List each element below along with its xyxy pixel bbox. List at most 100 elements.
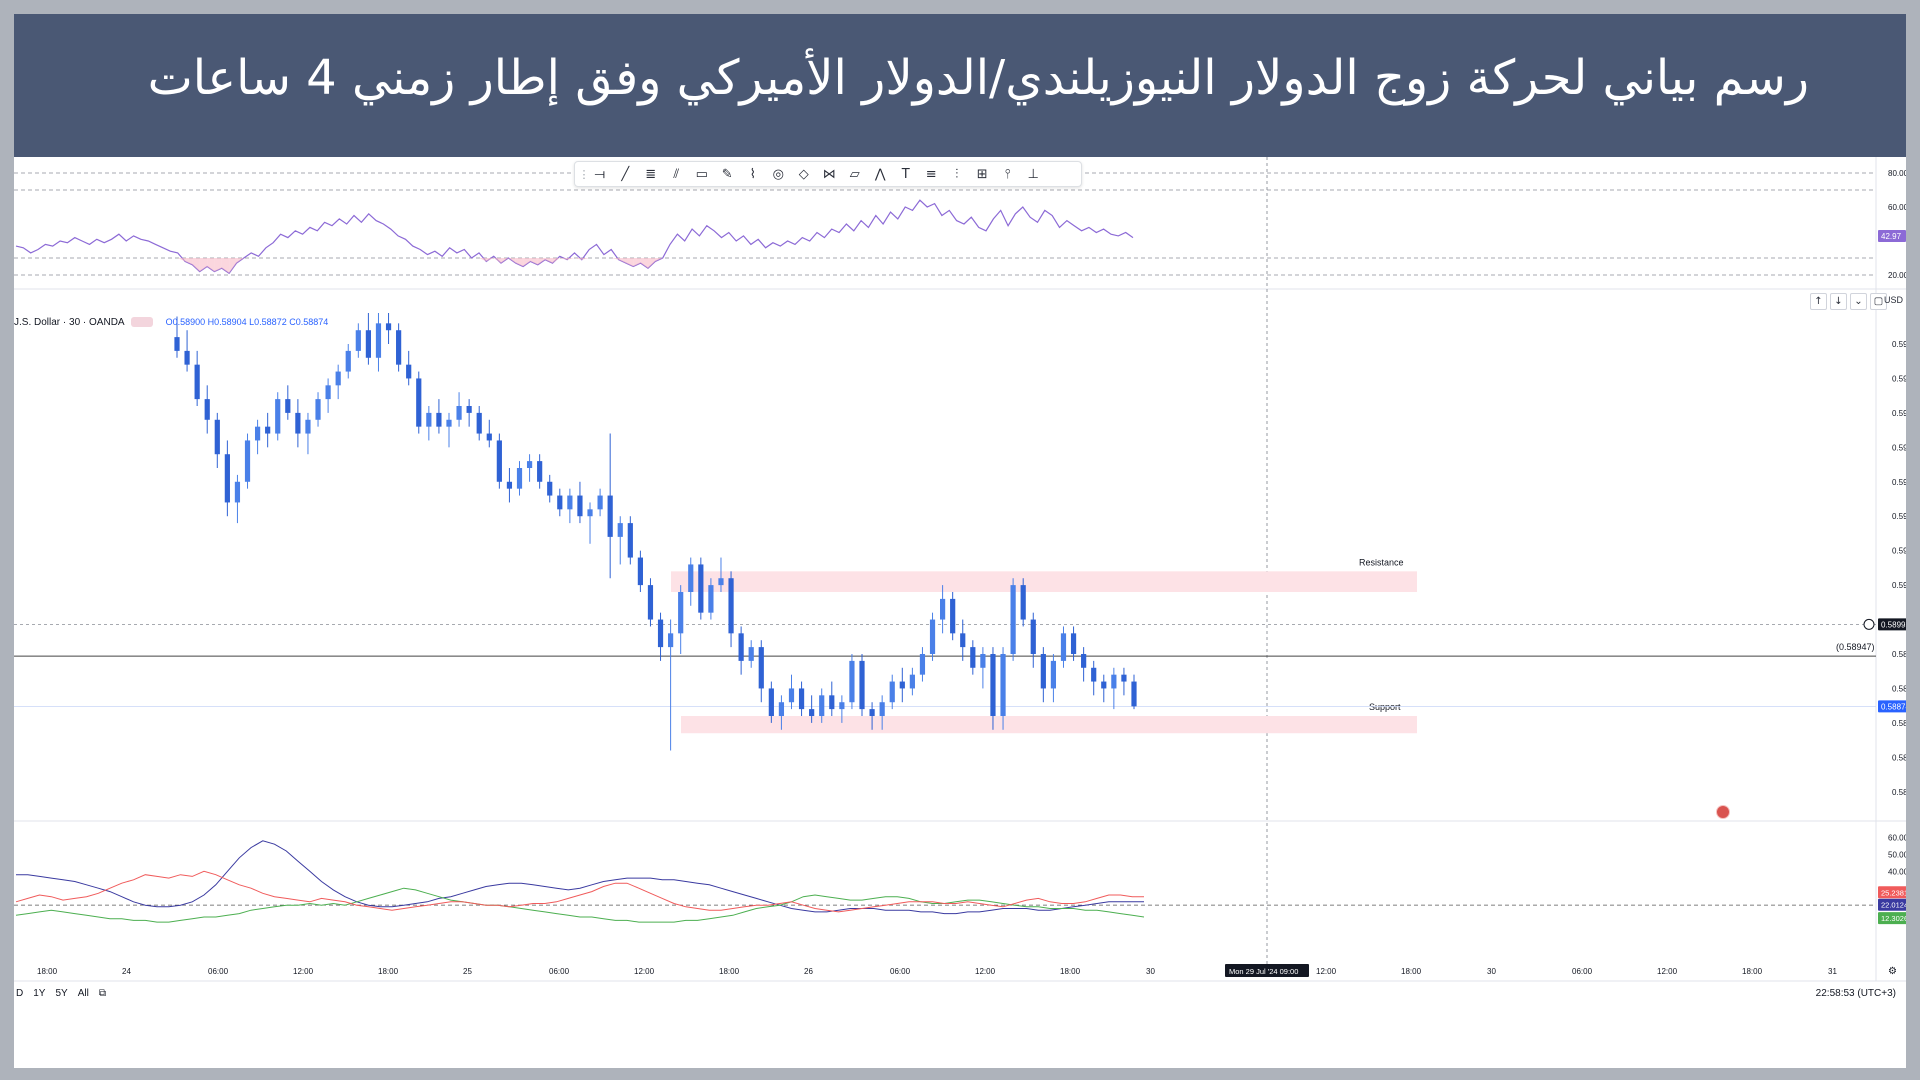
price-range-icon[interactable]: ⊞ — [976, 166, 988, 182]
support-zone[interactable] — [681, 716, 1417, 734]
range-all[interactable]: All — [77, 988, 89, 999]
time-tick-label: 31 — [1828, 967, 1837, 976]
candle-body — [748, 647, 754, 661]
rsi-oversold-fill — [515, 258, 524, 267]
drawing-toolbar[interactable]: ⋮ ⟞ ╱ ≣ ⫽ ▭ ✎ ⌇ ◎ ◇ ⋈ ▱ ⋀ T ≡ ⫶ ⊞ ⫯ ⊥ — [574, 161, 1082, 187]
rsi-oversold-fill — [633, 258, 641, 267]
text-tool-icon[interactable]: T — [901, 166, 910, 182]
xabcd-pattern-icon[interactable]: ⋈ — [822, 166, 836, 182]
range-d[interactable]: D — [16, 988, 24, 999]
parallel-channel-icon[interactable]: ≣ — [645, 166, 657, 182]
legend-badge-icon[interactable] — [130, 317, 153, 328]
candle-body — [486, 433, 492, 441]
candle-body — [406, 364, 412, 379]
candle-body — [355, 330, 361, 351]
candle-body — [1000, 654, 1006, 716]
range-1y[interactable]: 1Y — [33, 988, 46, 999]
position-icon[interactable]: ⫯ — [1004, 166, 1011, 182]
trend-line-icon[interactable]: ╱ — [621, 166, 630, 182]
rsi-oversold-fill — [185, 258, 193, 265]
candle-body — [829, 695, 835, 710]
rsi-oversold-fill — [493, 258, 502, 264]
time-tick-label: 12:00 — [975, 967, 996, 976]
candle-body — [637, 557, 643, 586]
brush-icon[interactable]: ✎ — [721, 166, 733, 182]
horizontal-line-icon[interactable]: ⟞ — [594, 166, 606, 182]
fib-retracement-icon[interactable]: ≡ — [925, 166, 937, 182]
candle-body — [1030, 619, 1036, 654]
candle-body — [738, 633, 744, 661]
rsi-tick-label: 80.00 — [1888, 169, 1906, 178]
time-tick-label: 18:00 — [1742, 967, 1763, 976]
add-alert-icon[interactable] — [1863, 618, 1875, 630]
rsi-oversold-fill — [199, 258, 208, 272]
pane-controls[interactable]: ↑ ↓ ⌄ ▢ — [1810, 293, 1887, 310]
gann-fan-icon[interactable]: ⫶ — [955, 166, 959, 182]
candle-body — [365, 330, 371, 358]
candle-body — [516, 468, 523, 489]
price-badge-label: 0.58874 — [1881, 702, 1906, 711]
candle-body — [879, 702, 885, 716]
candle-body — [466, 406, 472, 413]
candle-body — [224, 454, 230, 503]
time-tick-label: 06:00 — [890, 967, 911, 976]
adx-tick-label: 50.00000 — [1888, 850, 1906, 859]
candle-body — [275, 399, 281, 434]
time-tick-label: 24 — [122, 967, 131, 976]
bottom-toolbar: D 1Y 5Y All ⧉ 22:58:53 (UTC+3) — [14, 983, 1906, 1005]
candle-body — [809, 709, 815, 716]
candle-body — [990, 654, 996, 716]
candle-body — [396, 330, 402, 365]
candle-body — [194, 364, 200, 400]
currency-label[interactable]: USD — [1884, 295, 1904, 305]
rsi-oversold-fill — [640, 258, 648, 269]
candle-body — [980, 654, 986, 668]
measure-icon[interactable]: ⊥ — [1027, 166, 1039, 182]
candle-body — [688, 564, 694, 592]
economic-event-flag-icon[interactable] — [1716, 805, 1730, 819]
candle-body — [1020, 585, 1026, 620]
elliott-wave-icon[interactable]: ⋀ — [874, 166, 886, 182]
clock-label[interactable]: 22:58:53 (UTC+3) — [1815, 988, 1896, 999]
support-label: Support — [1369, 702, 1401, 712]
candle-body — [436, 412, 442, 427]
candle-body — [1040, 654, 1046, 689]
price-tick-label: 0.59400 — [1892, 340, 1906, 349]
candle-body — [798, 688, 805, 710]
title-banner: رسم بياني لحركة زوج الدولار النيوزيلندي/… — [14, 14, 1906, 157]
range-5y[interactable]: 5Y — [55, 988, 68, 999]
candle-body — [254, 426, 261, 441]
circle-icon[interactable]: ◎ — [772, 166, 784, 182]
resistance-zone[interactable] — [671, 571, 1417, 592]
path-icon[interactable]: ⌇ — [749, 166, 756, 182]
candle-body — [265, 426, 271, 434]
dmi-value-label: 12.30267 — [1881, 914, 1906, 923]
candle-body — [1121, 674, 1127, 682]
dmi-di_plus-line — [15, 887, 1145, 923]
rectangle-icon[interactable]: ▭ — [695, 166, 708, 182]
collapse-icon[interactable]: ⌄ — [1850, 293, 1867, 310]
price-tick-label: 0.58950 — [1892, 650, 1906, 659]
date-range-icon[interactable]: ⧉ — [98, 988, 106, 999]
pitchfork-icon[interactable]: ⫽ — [673, 166, 680, 182]
dmi-value-label: 25.23811 — [1881, 888, 1906, 897]
rsi-oversold-fill — [559, 258, 568, 260]
maximize-icon[interactable]: ▢ — [1870, 293, 1887, 310]
time-tick-label: 12:00 — [1657, 967, 1678, 976]
rsi-oversold-fill — [523, 258, 531, 267]
move-down-icon[interactable]: ↓ — [1830, 293, 1847, 310]
candle-body — [889, 681, 895, 703]
toolbar-grip-icon[interactable]: ⋮ — [578, 167, 590, 181]
range-selector[interactable]: D 1Y 5Y All ⧉ — [16, 988, 106, 999]
dmi-value-badge — [1878, 912, 1906, 925]
callout-icon[interactable]: ▱ — [849, 166, 860, 182]
chart-panel[interactable]: 80.00 60.00 20.00 42.97 0.59400 0.59350 0.5930… — [14, 157, 1906, 1068]
move-up-icon[interactable]: ↑ — [1810, 293, 1827, 310]
rsi-oversold-fill — [177, 258, 186, 262]
tradingview-chart[interactable]: 80.00 60.00 20.00 42.97 0.59400 0.59350 0.5930… — [14, 157, 1906, 1068]
rotated-rectangle-icon[interactable]: ◇ — [798, 166, 809, 182]
time-tick-label: 12:00 — [634, 967, 655, 976]
candle-body — [607, 495, 613, 537]
price-badge-label: 0.58993 — [1881, 620, 1906, 629]
price-tick-label: 0.59100 — [1892, 547, 1906, 556]
